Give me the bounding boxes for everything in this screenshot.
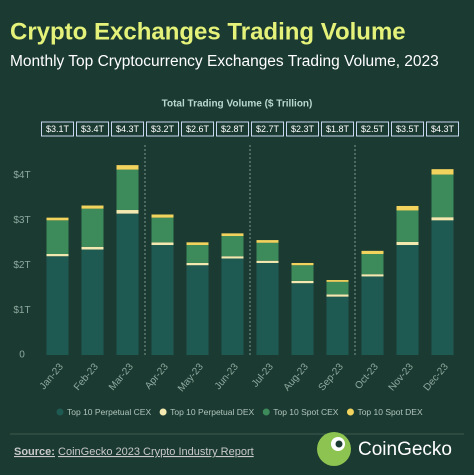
bar-segment [151, 245, 174, 355]
total-label: $2.3T [291, 124, 315, 134]
bar-segment [186, 265, 209, 355]
source: Source: CoinGecko 2023 Crypto Industry R… [14, 446, 254, 458]
bar-segment [326, 296, 349, 355]
bar-segment [431, 217, 454, 221]
bar-segment [81, 208, 104, 247]
total-box [251, 121, 284, 137]
bar-segment [431, 169, 454, 175]
bar-segment [221, 256, 244, 259]
legend-swatch [262, 408, 270, 416]
bar-segment [291, 262, 314, 266]
bar-segment [291, 280, 314, 284]
total-label: $2.5T [361, 124, 385, 134]
source-text: CoinGecko 2023 Crypto Industry Report [58, 446, 254, 458]
bar-segment [186, 262, 209, 266]
total-label: $1.8T [326, 124, 350, 134]
bar-segment [431, 220, 454, 355]
total-box [321, 121, 354, 137]
total-label: $3.1T [46, 124, 70, 134]
total-label: $2.8T [221, 124, 245, 134]
bar-segment [361, 276, 384, 355]
bar-segment [151, 217, 174, 243]
bar-segment [116, 165, 139, 170]
bar-segment [46, 220, 69, 254]
bar-segment [81, 205, 104, 209]
legend-label: Top 10 Spot CEX [273, 407, 339, 417]
legend-swatch [56, 408, 64, 416]
total-box [146, 121, 179, 137]
bar-segment [256, 242, 279, 261]
total-box [76, 121, 109, 137]
bar-segment [361, 250, 384, 254]
total-label: $2.6T [186, 124, 210, 134]
bar-segment [326, 280, 349, 282]
bar-segment [326, 281, 349, 295]
total-box [41, 121, 74, 137]
bar-segment [116, 210, 139, 214]
total-box [356, 121, 389, 137]
bar-segment [326, 294, 349, 297]
total-box [286, 121, 319, 137]
legend-label: Top 10 Perpetual CEX [67, 407, 151, 417]
source-label: Source: [14, 446, 55, 458]
chart-title: Crypto Exchanges Trading Volume [10, 18, 406, 45]
bar-segment [116, 169, 139, 211]
y-tick-label: $4T [13, 170, 30, 181]
y-tick-label: $3T [13, 215, 30, 226]
bar-segment [186, 242, 209, 246]
total-box [391, 121, 424, 137]
total-label: $4.3T [116, 124, 140, 134]
bar-segment [151, 214, 174, 218]
total-box [426, 121, 459, 137]
bar-segment [396, 205, 419, 211]
bar-segment [221, 258, 244, 355]
legend-label: Top 10 Perpetual DEX [170, 407, 254, 417]
bar-segment [396, 241, 419, 246]
bar-segment [256, 262, 279, 355]
bar-segment [81, 249, 104, 355]
bar-segment [186, 245, 209, 263]
bar-segment [221, 236, 244, 257]
total-box [216, 121, 249, 137]
y-tick-label: $2T [13, 260, 30, 271]
quarter-separators [144, 145, 356, 355]
bar-segment [116, 213, 139, 355]
bar-segment [361, 254, 384, 275]
totals-title: Total Trading Volume ($ Trillion) [162, 99, 313, 110]
bar-segment [361, 274, 384, 277]
total-box [181, 121, 214, 137]
bar-segment [396, 245, 419, 355]
y-tick-label: $1T [13, 305, 30, 316]
total-box [111, 121, 144, 137]
legend-swatch [159, 408, 167, 416]
bar-segment [46, 256, 69, 355]
bar-segment [396, 210, 419, 242]
bar-segment [81, 246, 104, 250]
bar-segment [151, 242, 174, 246]
legend-swatch [346, 408, 354, 416]
total-label: $2.7T [256, 124, 280, 134]
bar-segment [256, 240, 279, 243]
bar-segment [221, 233, 244, 237]
chart-subtitle: Monthly Top Cryptocurrency Exchanges Tra… [10, 53, 439, 70]
bar-segment [46, 217, 69, 221]
logo [317, 432, 351, 466]
total-label: $3.2T [151, 124, 175, 134]
legend-label: Top 10 Spot DEX [357, 407, 423, 417]
total-label: $3.5T [396, 124, 420, 134]
total-label: $4.3T [431, 124, 455, 134]
y-tick-label: 0 [19, 350, 25, 361]
bar-segment [256, 260, 279, 263]
bar-segment [291, 283, 314, 355]
brand: CoinGecko [358, 439, 452, 460]
total-label: $3.4T [81, 124, 105, 134]
bar-segment [431, 174, 454, 218]
bar-segment [46, 254, 69, 257]
bar-segment [291, 265, 314, 281]
